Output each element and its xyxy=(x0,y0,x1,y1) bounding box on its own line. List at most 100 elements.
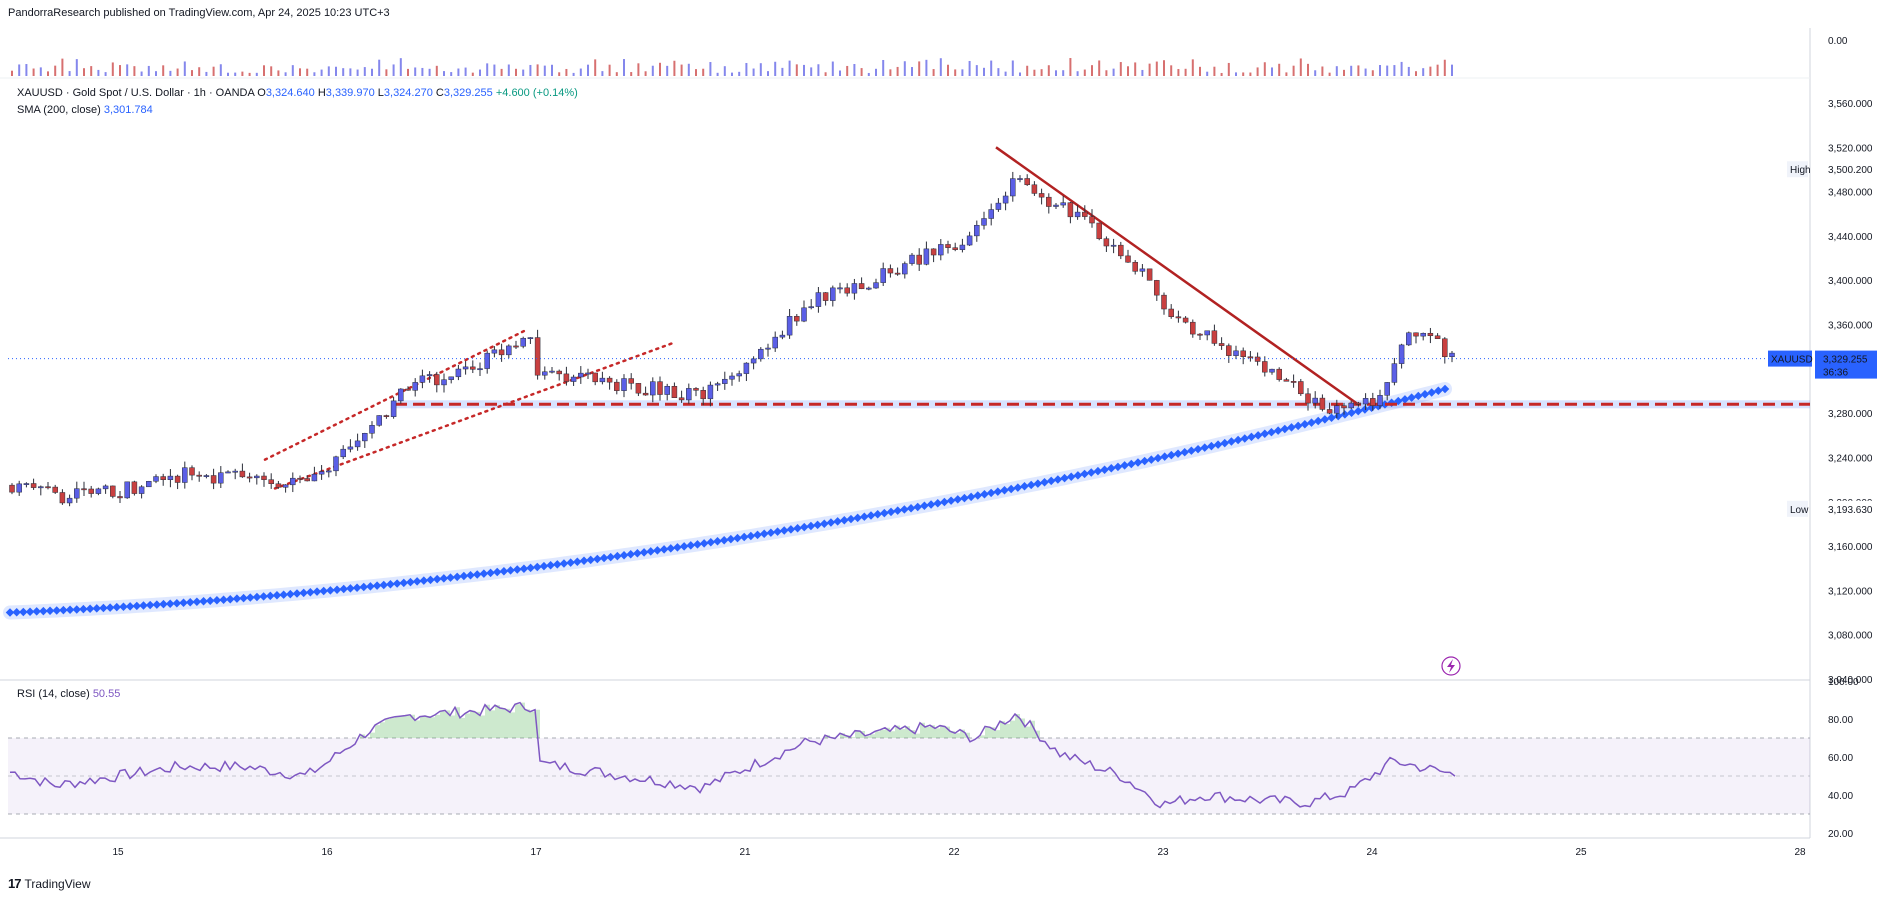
volume-bar xyxy=(1098,60,1101,76)
volume-bar xyxy=(903,61,906,76)
candle-down xyxy=(606,377,613,383)
sma-label: SMA (200, close) xyxy=(17,104,101,116)
tradingview-logo[interactable]: 17 TradingView xyxy=(8,876,91,891)
sma-marker xyxy=(1053,475,1063,484)
volume-bar xyxy=(1364,68,1367,76)
symbol-legend[interactable]: XAUUSD · Gold Spot / U.S. Dollar · 1h · … xyxy=(17,87,578,99)
sma-legend[interactable]: SMA (200, close) 3,301.784 xyxy=(17,104,153,116)
candle-down xyxy=(210,475,217,484)
sma-marker xyxy=(913,502,922,512)
sma-marker xyxy=(1000,486,1009,495)
volume-bar xyxy=(1443,59,1446,76)
candle-up xyxy=(441,379,447,386)
sma-marker xyxy=(306,588,315,597)
candle-up xyxy=(326,470,332,473)
volume-bar xyxy=(54,65,57,76)
sma-marker xyxy=(639,548,649,557)
volume-bar xyxy=(1019,72,1021,76)
symbol-tag-bg xyxy=(1768,350,1812,367)
candle-down xyxy=(52,486,58,493)
volume-bar xyxy=(608,64,611,76)
volume-bar xyxy=(263,65,265,76)
volume-bar xyxy=(831,61,834,76)
candle-down xyxy=(383,415,390,417)
volume-tick-label: 0.00 xyxy=(1828,36,1848,47)
rsi-overbought-fill xyxy=(360,702,1040,738)
candle-up xyxy=(743,362,750,374)
volume-bar xyxy=(997,68,1000,76)
volume-bar xyxy=(954,69,957,76)
volume-bar xyxy=(1119,62,1122,76)
volume-bar xyxy=(1278,63,1281,76)
candle-up xyxy=(138,486,145,494)
candle-up xyxy=(527,337,534,339)
volume-bar xyxy=(1155,61,1158,76)
volume-bar xyxy=(162,65,165,76)
candle-up xyxy=(95,488,102,494)
rsi-tick-label: 80.00 xyxy=(1828,715,1853,726)
candle-up xyxy=(851,283,858,294)
volume-bar xyxy=(219,64,222,76)
volume-bar xyxy=(644,71,647,76)
candle-up xyxy=(520,337,526,347)
price-tick-label: 3,160.000 xyxy=(1828,542,1873,553)
candle-up xyxy=(1377,395,1383,406)
candle-down xyxy=(1427,332,1434,337)
candle-up xyxy=(506,345,512,356)
change-value: +4.600 (+0.14%) xyxy=(495,87,578,99)
volume-bar xyxy=(781,67,784,76)
tv-logo-icon: 17 xyxy=(8,876,22,891)
close-value: 3,329.255 xyxy=(443,87,493,99)
candle-up xyxy=(750,358,757,364)
channel-upper-line xyxy=(263,328,528,461)
candle-up xyxy=(340,448,346,458)
volume-bar xyxy=(191,70,193,76)
candle-down xyxy=(174,475,181,483)
volume-bar xyxy=(839,70,841,76)
volume-bar xyxy=(1170,65,1173,76)
volume-bar xyxy=(1393,65,1396,76)
sma-marker xyxy=(1227,437,1236,446)
candle-up xyxy=(621,378,627,391)
candle-down xyxy=(246,476,253,479)
candle-up xyxy=(102,485,109,490)
volume-bar xyxy=(363,67,366,76)
candle-up xyxy=(1420,332,1426,337)
sma-marker xyxy=(1040,477,1049,487)
rsi-legend[interactable]: RSI (14, close) 50.55 xyxy=(17,688,120,700)
volume-bar xyxy=(1328,72,1331,76)
sma-marker xyxy=(266,591,275,601)
volume-bar xyxy=(1127,66,1129,76)
lightning-bolt-icon xyxy=(1447,659,1455,673)
sma-marker xyxy=(1173,449,1183,458)
volume-bar xyxy=(1415,71,1417,76)
sma-marker xyxy=(259,592,268,601)
sma-marker xyxy=(379,580,389,590)
sma-marker xyxy=(499,566,509,576)
candle-down xyxy=(1283,379,1290,382)
candle-up xyxy=(923,248,930,265)
candle-down xyxy=(894,272,901,275)
candle-up xyxy=(398,388,404,402)
candle-down xyxy=(1326,409,1333,414)
candle-up xyxy=(419,375,426,383)
sma-marker xyxy=(1087,468,1096,477)
volume-bar xyxy=(968,60,971,76)
candle-up xyxy=(966,235,973,246)
sma-marker xyxy=(813,520,822,530)
time-tick-label: 24 xyxy=(1366,847,1378,858)
sma-marker xyxy=(1333,411,1343,421)
volume-bar xyxy=(1335,66,1338,76)
sma-marker xyxy=(806,521,816,531)
sma-marker xyxy=(1220,438,1229,448)
sma-marker xyxy=(860,512,869,521)
candle-up xyxy=(1406,332,1412,346)
candle-down xyxy=(1182,317,1189,323)
candle-up xyxy=(988,209,994,219)
open-value: 3,324.640 xyxy=(265,87,315,99)
rsi-tick-label: 100.00 xyxy=(1828,677,1859,688)
sma-marker xyxy=(1026,480,1036,490)
candle-up xyxy=(1269,368,1275,373)
sma-marker xyxy=(1073,471,1083,480)
